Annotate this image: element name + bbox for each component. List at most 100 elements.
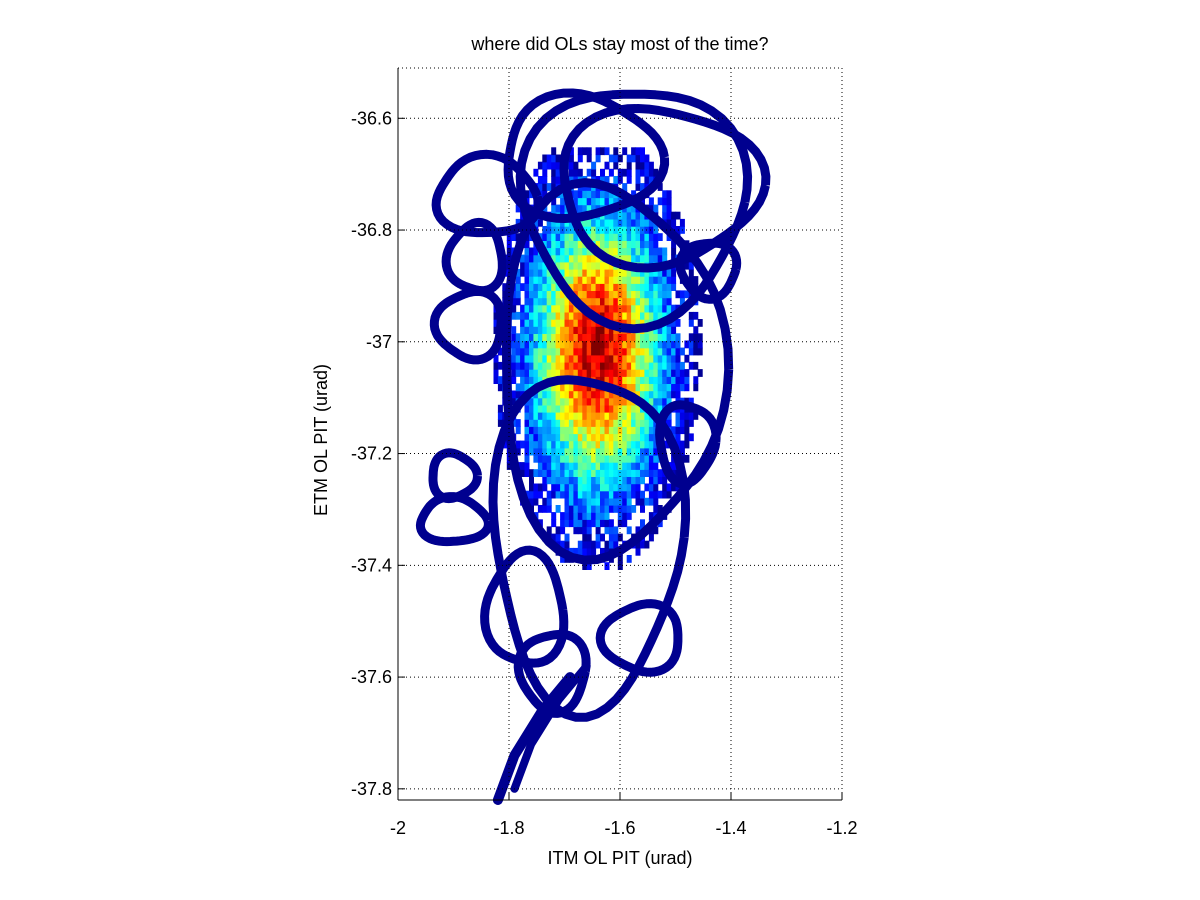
density-cell (542, 497, 548, 506)
density-cell (542, 454, 548, 463)
density-cell (626, 168, 632, 177)
density-cell (564, 447, 570, 456)
density-cell (662, 304, 668, 313)
density-cell (586, 497, 592, 506)
density-cell (648, 497, 654, 506)
density-cell (582, 505, 588, 513)
density-cell (555, 490, 561, 499)
density-cell (493, 361, 499, 370)
density-cell (560, 190, 566, 199)
density-cell (582, 469, 588, 477)
density-cell (564, 319, 570, 327)
density-cell (608, 519, 614, 528)
density-cell (577, 526, 583, 535)
density-cell (564, 361, 570, 370)
density-cell (529, 254, 534, 263)
density-cell (577, 512, 583, 520)
density-cell (515, 218, 521, 227)
density-cell (617, 447, 623, 456)
density-cell (657, 354, 663, 363)
density-cell (635, 369, 641, 377)
density-cell (564, 404, 570, 413)
density-cell (555, 297, 561, 306)
density-cell (640, 161, 645, 170)
density-cell (604, 426, 610, 435)
density-cell (671, 304, 677, 313)
density-cell (600, 147, 605, 156)
density-cell (577, 347, 583, 356)
density-cell (622, 283, 628, 291)
density-cell (626, 218, 632, 227)
density-cell (657, 361, 663, 370)
density-cell (608, 469, 614, 477)
density-cell (524, 369, 530, 377)
density-cell (697, 319, 703, 327)
density-cell (586, 397, 592, 406)
density-cell (568, 326, 574, 334)
x-tick-labels: -2 -1.8 -1.6 -1.4 -1.2 (390, 818, 858, 838)
axes (397, 68, 843, 801)
y-tick-label: -37.8 (351, 779, 392, 799)
density-cell (666, 490, 672, 499)
density-cell (582, 512, 588, 520)
trajectory-loop (513, 629, 591, 718)
density-cell (555, 483, 561, 492)
density-cell (640, 168, 645, 177)
density-cell (635, 447, 641, 456)
density-cell (537, 440, 543, 449)
density-cell (608, 190, 614, 199)
density-cell (622, 218, 628, 227)
density-cell (555, 290, 561, 299)
density-cell (657, 254, 663, 263)
density-cell (608, 347, 614, 356)
density-cell (608, 533, 614, 542)
density-cell (608, 376, 614, 384)
density-cell (675, 412, 681, 420)
density-cell (595, 268, 601, 277)
density-cell (568, 240, 574, 249)
density-cell (662, 490, 668, 499)
density-cell (604, 240, 610, 249)
density-cell (626, 369, 632, 377)
density-cell (693, 311, 699, 320)
density-cell (555, 390, 561, 399)
density-cell (560, 412, 566, 420)
density-cell (573, 311, 579, 320)
density-cell (542, 311, 548, 320)
density-cell (524, 447, 530, 456)
density-cell (644, 469, 650, 477)
density-cell (591, 340, 597, 349)
density-cell (631, 147, 637, 156)
density-cell (648, 361, 654, 370)
density-cell (617, 311, 623, 320)
density-cell (546, 354, 552, 363)
density-cell (537, 397, 543, 406)
density-cell (511, 333, 517, 342)
density-cell (533, 426, 539, 435)
density-cell (577, 247, 583, 256)
density-cell (604, 462, 610, 470)
density-cell (573, 161, 579, 170)
density-cell (560, 555, 566, 563)
density-cell (684, 376, 690, 384)
density-cell (529, 290, 534, 299)
density-cell (608, 154, 614, 163)
density-cell (635, 547, 641, 556)
density-cell (600, 505, 605, 513)
density-cell (626, 454, 632, 463)
density-cell (551, 533, 557, 542)
density-cell (600, 547, 605, 556)
density-cell (600, 404, 605, 413)
density-cell (613, 240, 619, 249)
density-cell (560, 454, 566, 463)
density-cell (666, 197, 672, 206)
density-cell (564, 454, 570, 463)
density-cell (653, 483, 659, 492)
density-cell (542, 476, 548, 485)
density-cell (679, 369, 685, 377)
density-cell (546, 397, 552, 406)
density-cell (617, 226, 623, 234)
density-cell (644, 440, 650, 449)
density-cell (653, 447, 659, 456)
density-cell (617, 497, 623, 506)
